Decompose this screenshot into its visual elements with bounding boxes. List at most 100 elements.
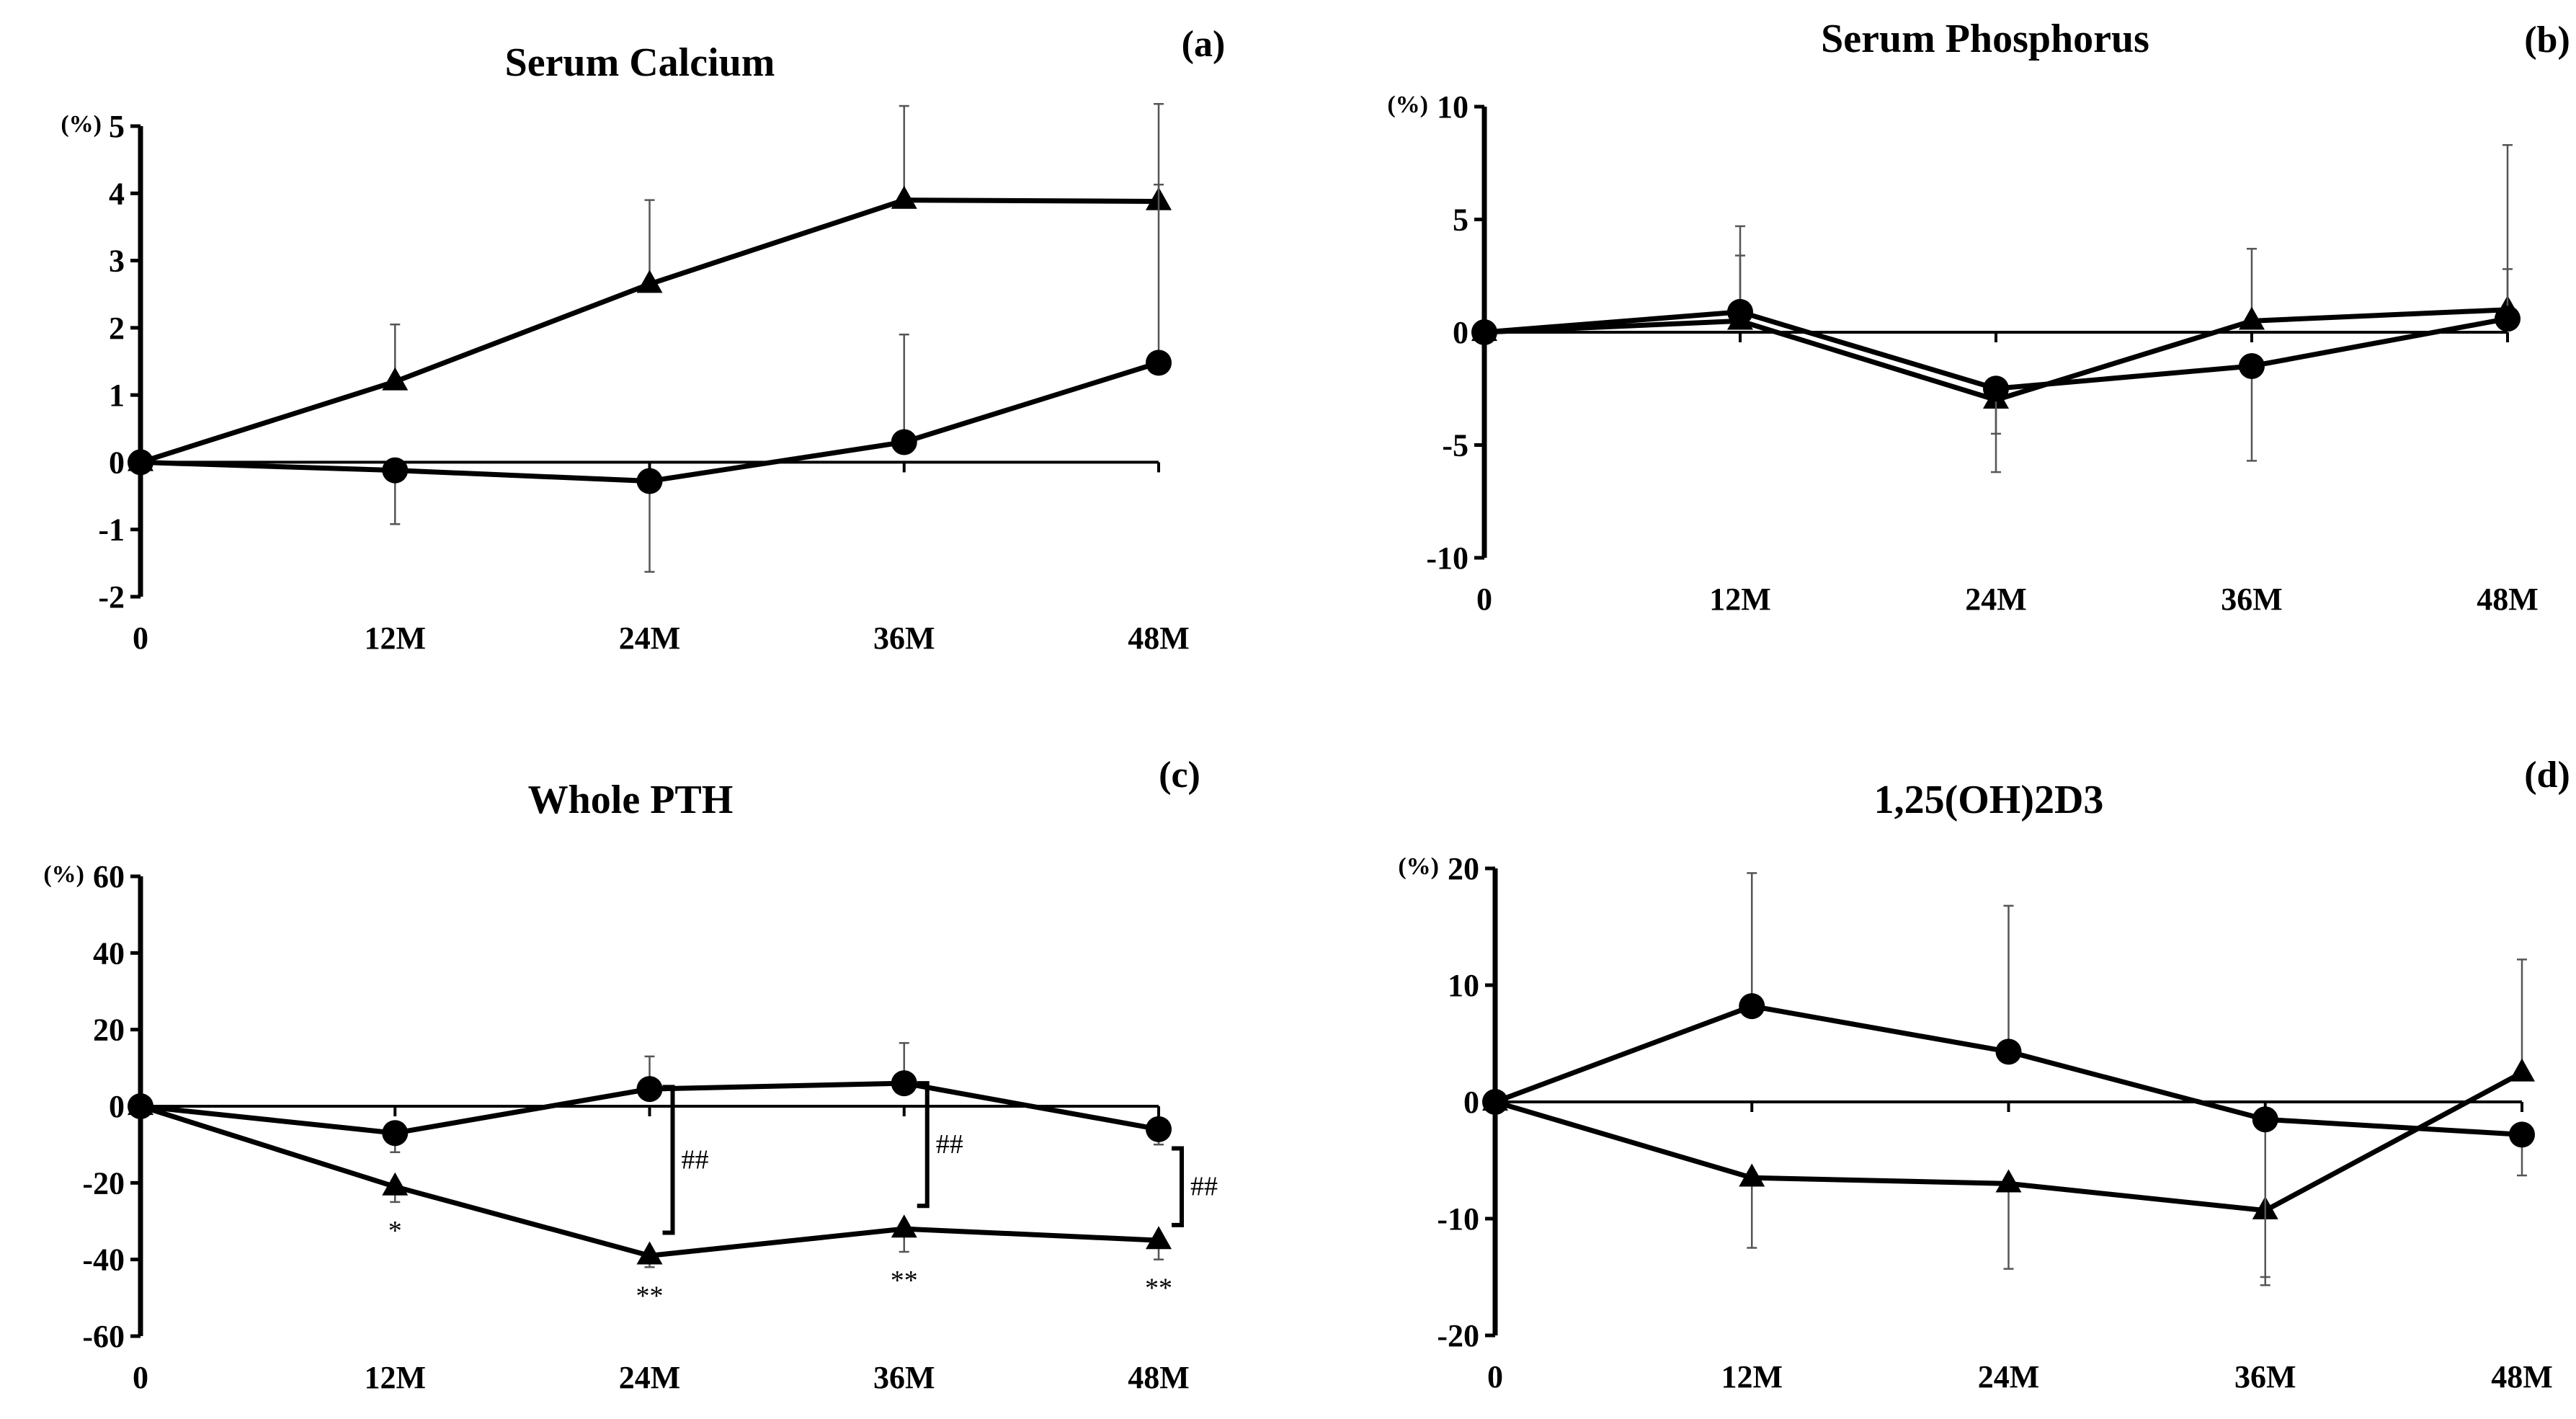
data-point-circle bbox=[1727, 298, 1753, 325]
y-tick-label: -2 bbox=[98, 579, 125, 615]
panel-label: (a) bbox=[1182, 24, 1226, 65]
unit-label: (%) bbox=[43, 861, 84, 888]
data-point-circle bbox=[636, 1076, 663, 1103]
data-point-triangle bbox=[636, 1241, 663, 1265]
data-point-triangle bbox=[1739, 1163, 1765, 1187]
x-tick-label: 24M bbox=[619, 620, 681, 656]
data-point-circle bbox=[2239, 352, 2265, 379]
x-tick-label: 0 bbox=[1476, 582, 1492, 617]
panel-label: (c) bbox=[1159, 755, 1200, 796]
x-tick-label: 24M bbox=[1965, 582, 2027, 617]
series-triangle bbox=[128, 102, 1172, 471]
x-tick-label: 36M bbox=[2234, 1359, 2296, 1394]
y-tick-label: 40 bbox=[93, 935, 125, 971]
series-line bbox=[139, 1103, 1159, 1258]
y-tick-label: 0 bbox=[1453, 315, 1469, 350]
data-point-circle bbox=[2252, 1106, 2278, 1133]
unit-label: (%) bbox=[1398, 853, 1439, 880]
y-tick-label: 1 bbox=[109, 378, 125, 413]
panel-label: (b) bbox=[2524, 19, 2570, 61]
unit-label: (%) bbox=[1387, 92, 1428, 118]
x-tick-label: 0 bbox=[133, 620, 148, 656]
series-triangle bbox=[128, 1092, 1172, 1268]
significance-asterisk: ** bbox=[891, 1265, 918, 1296]
series-circle bbox=[128, 183, 1172, 573]
data-point-circle bbox=[128, 449, 153, 476]
y-tick-label: 4 bbox=[109, 176, 125, 211]
data-point-circle bbox=[1146, 350, 1172, 376]
y-tick-label: 60 bbox=[93, 859, 125, 894]
data-point-triangle bbox=[891, 185, 917, 209]
data-point-circle bbox=[1995, 1038, 2022, 1065]
y-tick-label: 10 bbox=[1437, 89, 1469, 125]
series-triangle bbox=[1471, 247, 2521, 473]
x-tick-label: 0 bbox=[133, 1360, 148, 1395]
x-tick-label: 24M bbox=[1978, 1359, 2040, 1394]
y-tick-label: 20 bbox=[93, 1013, 125, 1048]
data-point-circle bbox=[1471, 319, 1497, 345]
x-tick-label: 12M bbox=[1709, 582, 1771, 617]
x-tick-label: 0 bbox=[1487, 1359, 1503, 1394]
significance-bracket bbox=[917, 1081, 930, 1209]
y-tick-label: 3 bbox=[109, 244, 125, 279]
chart-title: Whole PTH bbox=[528, 778, 734, 822]
data-point-triangle bbox=[1995, 1169, 2022, 1193]
y-tick-label: 5 bbox=[1453, 203, 1469, 238]
data-point-circle bbox=[2509, 1121, 2535, 1148]
significance-label: ## bbox=[682, 1144, 709, 1175]
unit-label: (%) bbox=[61, 111, 102, 138]
data-point-triangle bbox=[2509, 1058, 2535, 1082]
data-point-triangle bbox=[636, 270, 663, 293]
chart-panel-a: Serum Calcium (a) -2 -1 0 1 2 3 4 5 (%) 0 12M 24M 36M 4… bbox=[61, 24, 1225, 656]
series-circle bbox=[128, 1042, 1172, 1154]
x-tick-label: 48M bbox=[2477, 582, 2539, 617]
data-point-triangle bbox=[1146, 1226, 1172, 1250]
x-tick-label: 12M bbox=[364, 1360, 426, 1395]
y-tick-label: -5 bbox=[1442, 428, 1469, 463]
data-point-triangle bbox=[382, 1172, 409, 1196]
significance-bracket bbox=[1172, 1146, 1184, 1227]
data-point-circle bbox=[2495, 306, 2521, 332]
data-point-circle bbox=[891, 429, 917, 455]
data-point-triangle bbox=[2239, 306, 2265, 330]
chart-title: Serum Calcium bbox=[505, 40, 775, 85]
data-point-circle bbox=[382, 1120, 409, 1147]
significance-asterisk: ** bbox=[636, 1281, 664, 1311]
data-point-circle bbox=[1983, 375, 2009, 402]
y-tick-label: 0 bbox=[109, 445, 125, 480]
data-point-circle bbox=[636, 468, 663, 494]
chart-title: Serum Phosphorus bbox=[1821, 17, 2149, 61]
x-tick-label: 36M bbox=[2221, 582, 2283, 617]
y-tick-label: 5 bbox=[109, 109, 125, 144]
x-tick-label: 48M bbox=[1128, 1360, 1190, 1395]
significance-asterisk: * bbox=[388, 1216, 402, 1246]
x-tick-label: 48M bbox=[1128, 620, 1190, 656]
chart-panel-b: Serum Phosphorus (b) -10 -5 0 5 10 (%) 0 12M 24M 36… bbox=[1387, 17, 2570, 617]
y-tick-label: 10 bbox=[1448, 968, 1479, 1003]
data-point-circle bbox=[1482, 1089, 1508, 1115]
y-tick-label: -10 bbox=[1437, 1201, 1479, 1237]
x-tick-label: 36M bbox=[873, 1360, 935, 1395]
y-tick-label: -20 bbox=[82, 1165, 125, 1201]
y-tick-label: 2 bbox=[109, 311, 125, 346]
y-tick-label: 0 bbox=[109, 1089, 125, 1124]
data-point-circle bbox=[128, 1093, 153, 1119]
data-point-circle bbox=[891, 1070, 917, 1097]
y-tick-label: -40 bbox=[82, 1242, 125, 1278]
y-tick-label: 0 bbox=[1463, 1085, 1479, 1120]
panel-label: (d) bbox=[2524, 755, 2570, 796]
series-circle bbox=[1482, 872, 2535, 1278]
data-point-circle bbox=[1146, 1116, 1172, 1142]
x-tick-label: 24M bbox=[619, 1360, 681, 1395]
significance-bracket bbox=[662, 1085, 675, 1235]
x-tick-label: 48M bbox=[2491, 1359, 2553, 1394]
y-tick-label: -10 bbox=[1426, 541, 1469, 576]
x-tick-label: 36M bbox=[873, 620, 935, 656]
y-tick-label: -20 bbox=[1437, 1318, 1479, 1353]
chart-title: 1,25(OH)2D3 bbox=[1874, 778, 2104, 822]
series-circle bbox=[1471, 143, 2521, 462]
y-tick-label: 20 bbox=[1448, 851, 1479, 886]
significance-asterisk: ** bbox=[1145, 1273, 1172, 1304]
